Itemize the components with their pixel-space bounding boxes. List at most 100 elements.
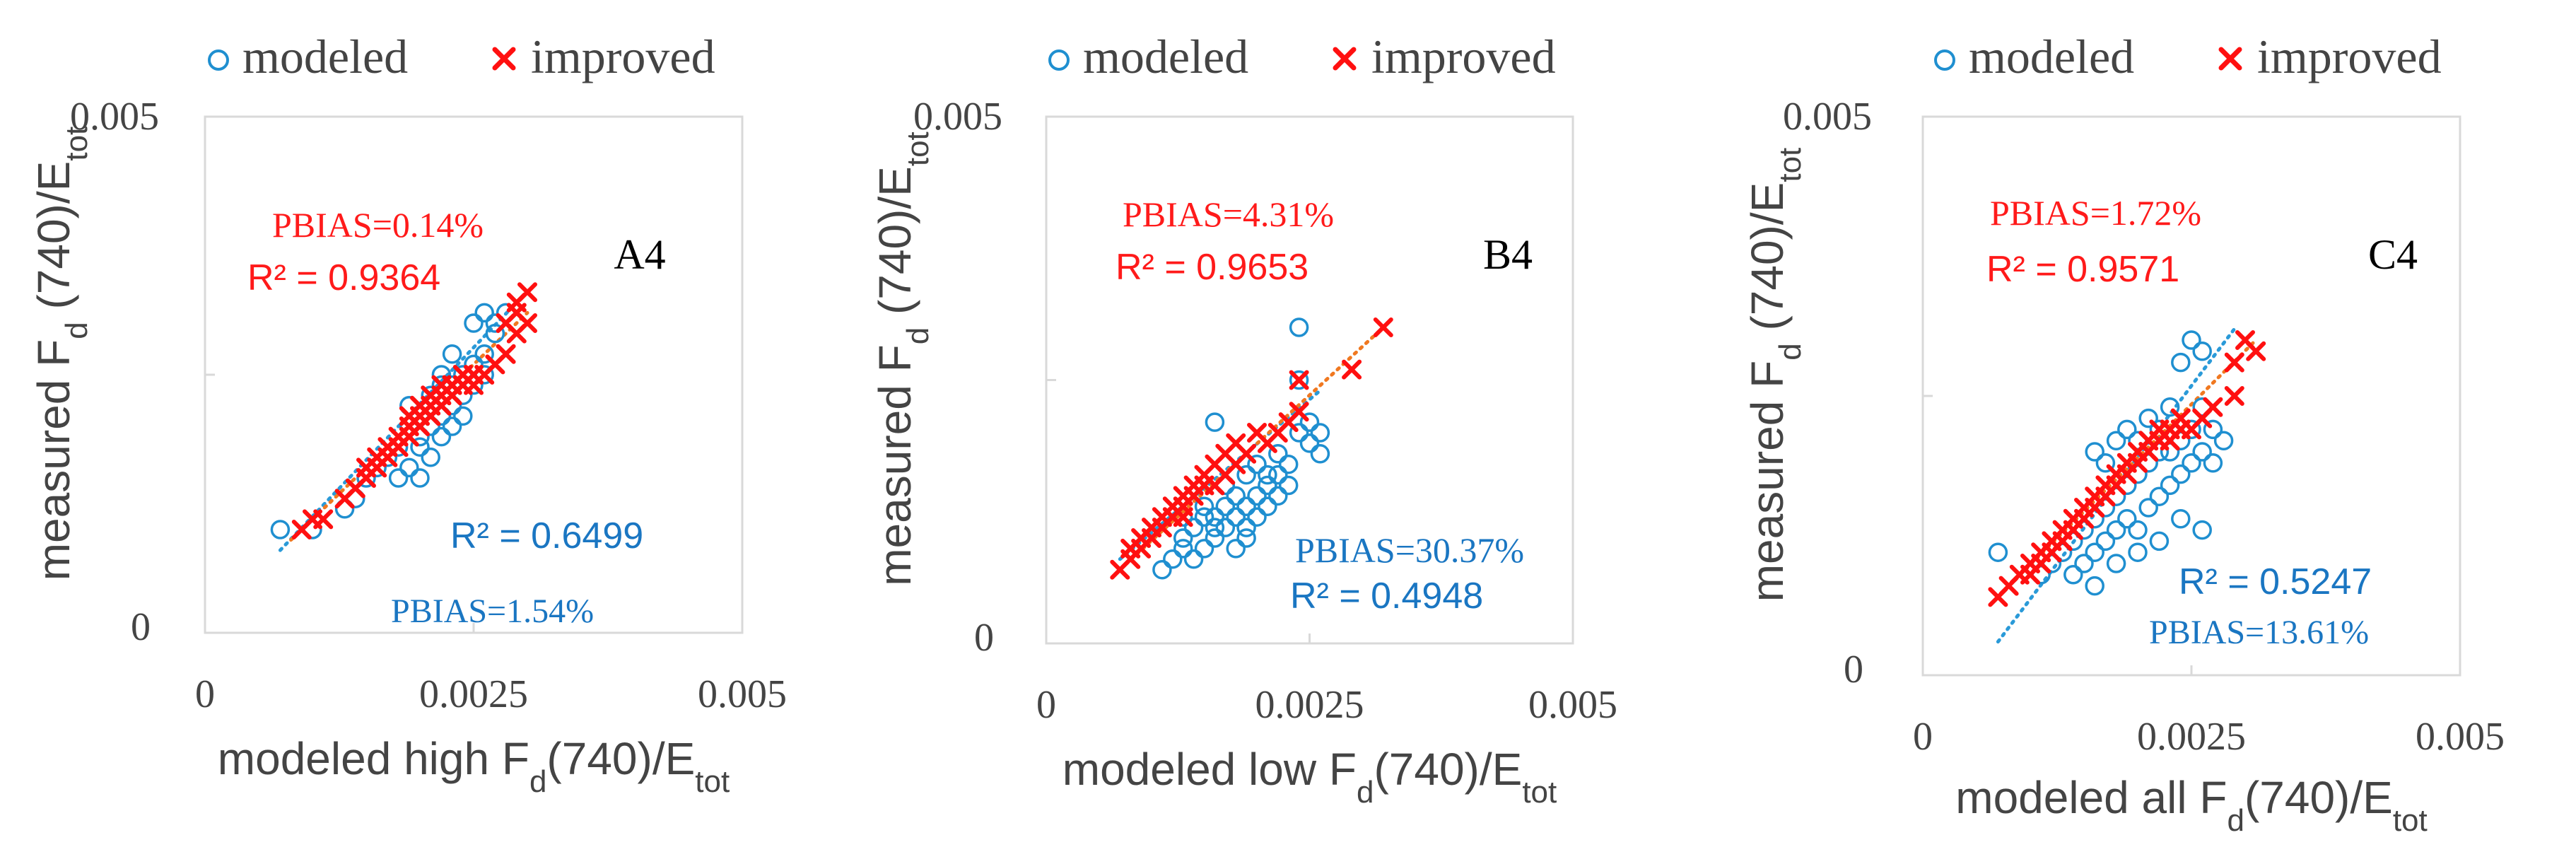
series-improved [291,282,537,539]
point-modeled [1289,317,1309,337]
legend: modeled improved [1048,30,1556,83]
legend-modeled-label: modeled [1969,30,2134,83]
point-modeled [2106,554,2126,573]
x-axis-label: modeled low Fd(740)/Etot [1062,744,1557,810]
stat-improved-pbias: PBIAS=0.14% [272,205,484,245]
x-axis-label-part-2: (740)/E [1374,744,1522,795]
point-modeled [2171,464,2191,484]
x-tick-label: 0.0025 [2137,715,2246,759]
x-tick-label: 0.0025 [419,672,528,716]
point-modeled [2213,431,2234,450]
point-modeled [474,344,494,364]
point-modeled [2106,431,2126,450]
panel-b4: modeled improved 0.005 00 0.0025 0.005 modeled… [870,30,1617,810]
legend-modeled-marker [1048,49,1070,71]
point-modeled [1278,454,1299,474]
panel-label: B4 [1483,231,1533,278]
point-modeled [2171,509,2191,529]
x-axis-label-part-0: modeled all F [1955,772,2227,823]
stat-improved-r2: R² = 0.9364 [247,257,440,298]
point-modeled [1226,507,1246,527]
y-axis-label-part-1: d [59,322,94,339]
point-modeled [2117,509,2137,529]
point-improved [1289,370,1309,390]
x-axis-label-part-0: modeled high F [218,733,529,784]
point-modeled [1258,465,1277,485]
point-modeled [270,520,291,539]
legend: modeled improved [1934,30,2442,83]
point-modeled [1226,539,1246,559]
x-axis-label: modeled high Fd(740)/Etot [218,733,730,799]
x-tick-label: 0 [195,672,215,716]
point-modeled [2128,520,2148,540]
point-modeled [388,468,409,488]
point-modeled [1289,423,1309,443]
x-axis-label-part-2: (740)/E [546,733,695,784]
panel-label: C4 [2368,231,2418,278]
point-modeled [2160,397,2180,417]
x-axis-label-part-0: modeled low F [1062,744,1357,795]
stat-modeled-pbias: PBIAS=1.54% [391,592,594,630]
point-modeled [442,416,462,436]
x-axis-label-part-1: d [1357,775,1374,810]
point-modeled [2192,520,2212,540]
y-tick-label: 0.005 [1783,95,1872,139]
y-axis-label-part-0: measured F [1742,361,1793,602]
point-modeled [2063,565,2083,585]
legend-modeled-marker [208,49,229,71]
y-axis-label: measured Fd (740)/Etot [870,132,935,586]
stat-modeled-r2: R² = 0.5247 [2179,561,2372,602]
point-modeled [1258,496,1277,517]
point-improved [1342,359,1362,380]
point-improved [2246,341,2266,361]
y-axis-label-part-2: (740)/E [28,161,79,322]
point-modeled [2106,520,2126,540]
y-tick-label: 0 [131,605,151,649]
point-improved [2224,386,2244,406]
trendline-modeled [278,300,519,552]
point-modeled [399,457,419,478]
point-modeled [2095,453,2116,473]
point-modeled [1247,486,1267,506]
point-modeled [2095,531,2116,551]
stat-improved-pbias: PBIAS=4.31% [1123,194,1334,234]
point-modeled [1299,412,1320,432]
x-tick-label: 0.005 [2416,715,2505,759]
x-axis-label-part-1: d [529,764,546,799]
point-modeled [1278,475,1299,496]
point-improved [2203,397,2223,417]
y-axis-label-part-3: tot [59,127,94,161]
point-modeled [1152,559,1172,580]
point-modeled [1226,486,1246,506]
point-modeled [1173,539,1193,559]
point-modeled [2138,408,2158,428]
legend-improved-marker [1333,47,1357,71]
y-tick-label: 0.005 [70,95,159,139]
x-tick-label: 0.005 [1528,683,1617,727]
point-modeled [1163,549,1183,569]
y-axis-label-part-2: (740)/E [1742,182,1793,344]
point-improved [2224,352,2244,373]
stat-modeled-pbias: PBIAS=30.37% [1295,530,1524,570]
point-modeled [1310,444,1330,464]
x-axis-label-part-3: tot [2393,803,2428,838]
legend-improved-marker [2218,47,2242,71]
point-modeled [2182,453,2201,473]
point-modeled [453,406,473,426]
stat-modeled-r2: R² = 0.6499 [450,515,643,556]
point-modeled [1183,549,1204,569]
point-modeled [1205,528,1225,548]
point-modeled [2085,542,2104,562]
point-modeled [1205,412,1225,432]
point-modeled [1205,507,1225,527]
point-modeled [1247,454,1267,474]
point-modeled [2117,419,2137,440]
point-modeled [1268,486,1288,506]
point-modeled [2160,475,2180,496]
point-modeled [1183,518,1204,537]
y-axis-label-part-0: measured F [28,339,79,580]
point-modeled [1173,528,1193,548]
stat-improved-r2: R² = 0.9653 [1116,247,1309,288]
point-modeled [2203,419,2223,440]
